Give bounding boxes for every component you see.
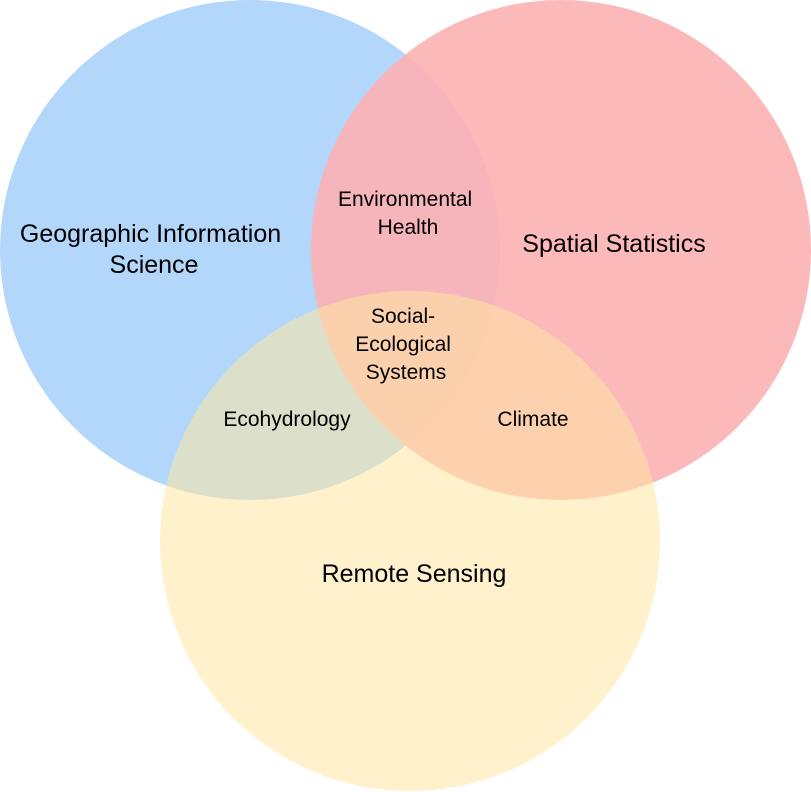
label-ses-line-3: Systems <box>366 361 447 384</box>
label-gis-line-2: Science <box>110 251 199 279</box>
label-ecohydrology: Ecohydrology <box>223 408 351 431</box>
label-geographic-information-science: Geographic Information Science <box>20 220 288 279</box>
label-environmental-health: Environmental Health <box>338 188 478 239</box>
label-env-line-2: Health <box>378 216 439 239</box>
venn-labels: Geographic Information Science Spatial S… <box>20 188 706 588</box>
label-gis-line-1: Geographic Information <box>20 220 281 248</box>
label-ses-line-1: Social- <box>371 305 435 328</box>
label-remote-sensing: Remote Sensing <box>322 560 507 588</box>
label-climate: Climate <box>497 408 568 431</box>
circle-remote-sensing <box>160 291 660 791</box>
label-social-ecological-systems: Social- Ecological Systems <box>355 305 457 384</box>
label-spatial-statistics: Spatial Statistics <box>522 230 705 258</box>
label-ses-line-2: Ecological <box>355 333 451 356</box>
label-env-line-1: Environmental <box>338 188 472 211</box>
